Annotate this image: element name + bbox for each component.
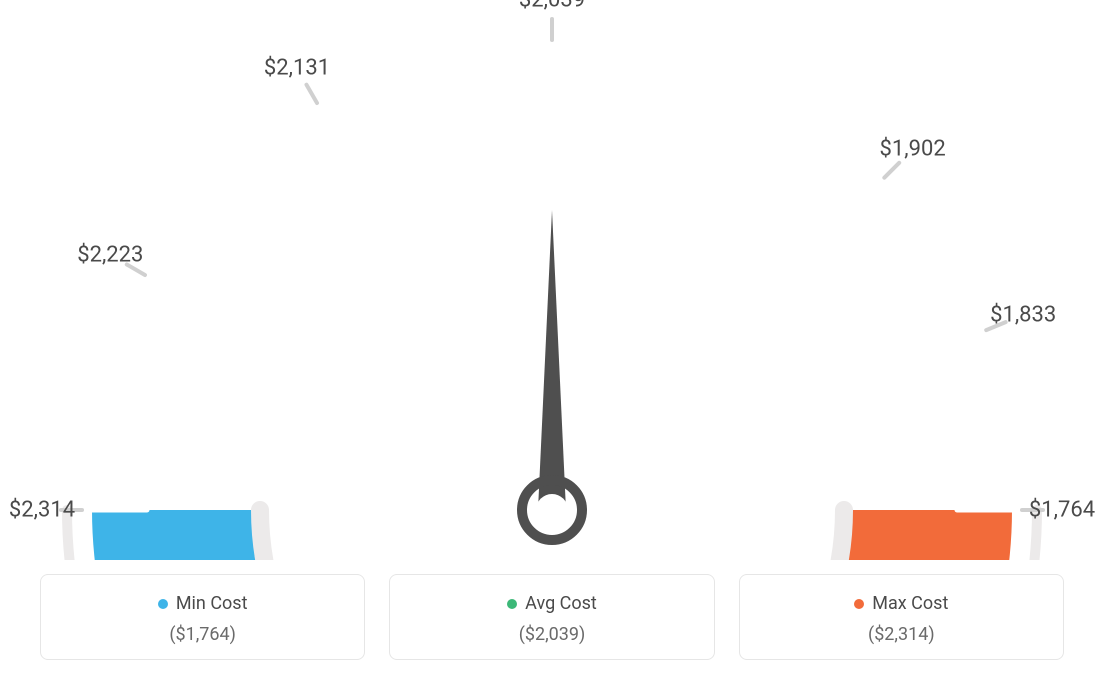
gauge-chart-container: { "gauge": { "type": "gauge", "min_value… <box>0 0 1104 690</box>
scale-label: $2,039 <box>519 0 585 13</box>
legend-avg-value: ($2,039) <box>400 624 703 645</box>
legend-card-max: Max Cost ($2,314) <box>739 574 1064 660</box>
scale-label: $2,131 <box>264 56 330 81</box>
legend-min-title: Min Cost <box>158 593 248 614</box>
gauge-svg <box>0 0 1104 560</box>
legend-min-value: ($1,764) <box>51 624 354 645</box>
scale-label: $1,833 <box>990 302 1056 327</box>
legend-row: Min Cost ($1,764) Avg Cost ($2,039) Max … <box>40 574 1064 660</box>
scale-label: $1,902 <box>880 137 946 162</box>
dot-icon-min <box>158 599 168 609</box>
gauge: $1,764 $1,833 $1,902 $2,039 $2,131 $2,223 $2,3… <box>0 0 1104 550</box>
legend-avg-label: Avg Cost <box>525 593 597 614</box>
legend-max-title: Max Cost <box>854 593 948 614</box>
dot-icon-max <box>854 599 864 609</box>
scale-label: $1,764 <box>1029 498 1095 523</box>
legend-max-label: Max Cost <box>872 593 948 614</box>
dot-icon-avg <box>507 599 517 609</box>
legend-card-min: Min Cost ($1,764) <box>40 574 365 660</box>
legend-avg-title: Avg Cost <box>507 593 597 614</box>
legend-max-value: ($2,314) <box>750 624 1053 645</box>
legend-card-avg: Avg Cost ($2,039) <box>389 574 714 660</box>
legend-min-label: Min Cost <box>176 593 248 614</box>
scale-label: $2,314 <box>9 498 75 523</box>
scale-label: $2,223 <box>77 243 143 268</box>
